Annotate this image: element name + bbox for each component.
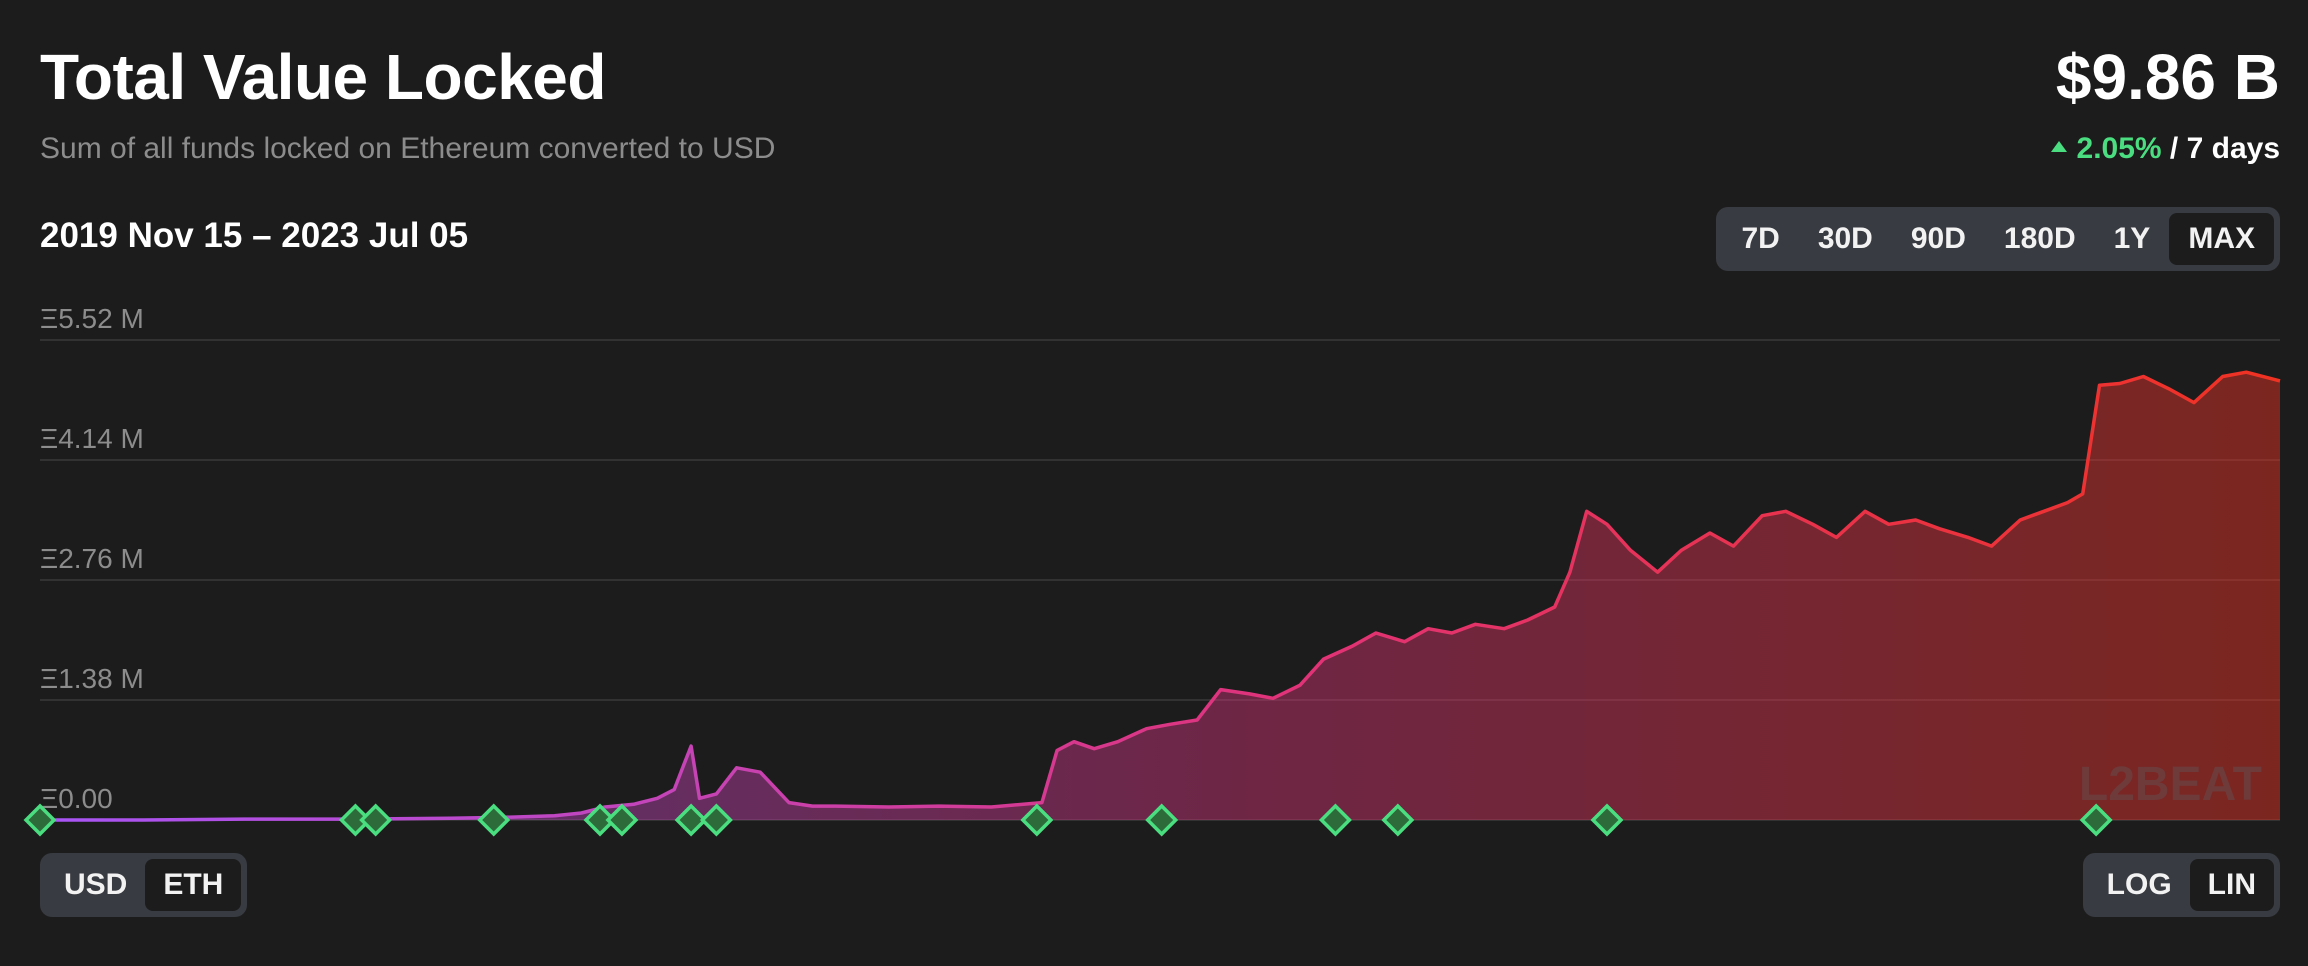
tvl-area-fill	[40, 372, 2280, 820]
total-value: $9.86 B	[2055, 41, 2280, 113]
triangle-up-icon	[2050, 141, 2067, 152]
tvl-chart: Ξ5.52 M Ξ4.14 M Ξ2.76 M Ξ1.38 M Ξ0.00 L2BEAT	[23, 303, 2281, 837]
date-range: 2019 Nov 15 – 2023 Jul 05	[40, 216, 469, 255]
milestone-marker	[699, 803, 733, 837]
range-option-90d[interactable]: 90D	[1910, 222, 1966, 255]
change-percent: 2.05%	[2076, 132, 2162, 165]
watermark-logo: L2BEAT	[2079, 758, 2262, 811]
milestone-marker	[605, 803, 639, 837]
range-option-max[interactable]: MAX	[2169, 213, 2274, 265]
milestone-marker	[477, 803, 511, 837]
milestone-marker	[359, 803, 393, 837]
y-tick-label: Ξ5.52 M	[40, 303, 144, 334]
y-tick-label: Ξ1.38 M	[40, 663, 144, 694]
y-tick-label: Ξ0.00	[40, 783, 113, 814]
milestone-marker	[1381, 803, 1415, 837]
milestone-marker	[2079, 803, 2113, 837]
y-tick-label: Ξ2.76 M	[40, 543, 144, 574]
range-option-180d[interactable]: 180D	[2003, 222, 2076, 255]
milestone-marker	[1318, 803, 1352, 837]
change-period: / 7 days	[2161, 132, 2280, 165]
range-option-7d[interactable]: 7D	[1741, 222, 1780, 255]
milestone-marker	[583, 803, 617, 837]
page-subtitle: Sum of all funds locked on Ethereum conv…	[40, 132, 776, 165]
unit-selector: USD ETH	[40, 853, 248, 917]
milestone-marker	[674, 803, 708, 837]
milestone-marker	[23, 803, 57, 837]
milestone-marker	[1145, 803, 1179, 837]
change-indicator: 2.05% / 7 days	[2050, 132, 2280, 166]
milestone-marker	[1590, 803, 1624, 837]
milestone-marker	[1020, 803, 1054, 837]
unit-option-eth[interactable]: ETH	[145, 859, 242, 911]
tvl-line	[40, 370, 2281, 822]
scale-selector: LOG LIN	[2082, 853, 2280, 917]
y-tick-label: Ξ4.14 M	[40, 423, 144, 454]
scale-option-log[interactable]: LOG	[2106, 868, 2172, 901]
range-option-30d[interactable]: 30D	[1817, 222, 1873, 255]
time-range-selector: 7D 30D 90D 180D 1Y MAX	[1716, 207, 2280, 271]
page-title: Total Value Locked	[40, 41, 606, 113]
unit-option-usd[interactable]: USD	[64, 868, 128, 901]
scale-option-lin[interactable]: LIN	[2189, 859, 2274, 911]
range-option-1y[interactable]: 1Y	[2113, 222, 2151, 255]
